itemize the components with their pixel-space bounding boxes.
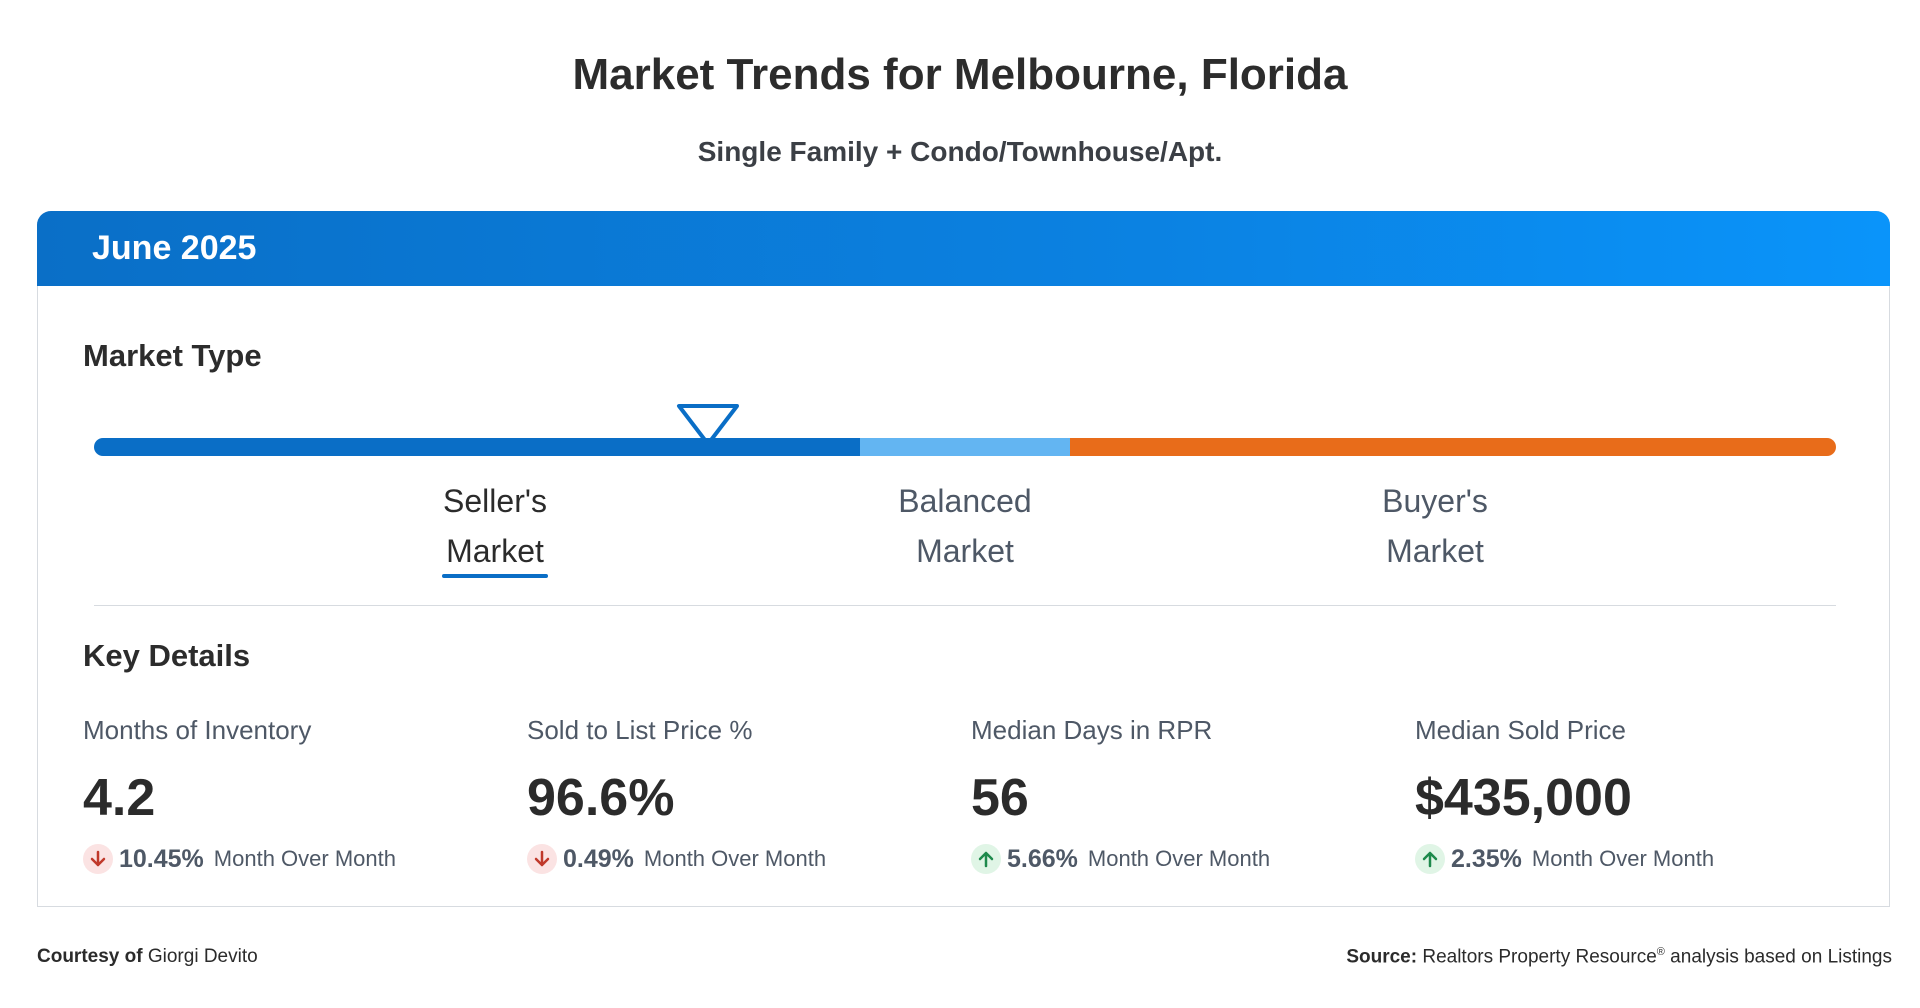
market-type-bar (94, 438, 1836, 456)
market-type-heading: Market Type (83, 338, 262, 373)
section-divider (94, 605, 1836, 606)
metric-change-text: Month Over Month (1531, 846, 1715, 871)
courtesy-label: Courtesy of (37, 946, 143, 967)
metric-label: Median Sold Price (1415, 715, 1626, 745)
metric-change: 2.35% Month Over Month (1415, 842, 1835, 876)
metric-sold-to-list-price: Sold to List Price % 96.6% 0.49% Month O… (527, 712, 947, 876)
courtesy-footer: Courtesy of Giorgi Devito (37, 946, 258, 968)
metric-change-text: Month Over Month (643, 846, 827, 871)
metric-change-percent: 5.66% (1007, 844, 1078, 873)
metric-value: 56 (971, 769, 1029, 827)
metric-label: Months of Inventory (83, 715, 312, 745)
card-header: June 2025 (37, 211, 1890, 286)
metric-median-sold-price: Median Sold Price $435,000 2.35% Month O… (1415, 712, 1835, 876)
triangle-down-icon (677, 404, 739, 446)
metric-change: 5.66% Month Over Month (971, 842, 1391, 876)
arrow-down-icon (83, 844, 113, 874)
metric-label: Sold to List Price % (527, 715, 753, 745)
metric-change-percent: 2.35% (1451, 844, 1522, 873)
courtesy-name: Giorgi Devito (147, 946, 258, 967)
buyers-market-label-line2: Market (1386, 533, 1484, 569)
registered-mark: ® (1656, 946, 1665, 958)
source-label: Source: (1346, 946, 1418, 968)
metric-change-text: Month Over Month (1087, 846, 1271, 871)
sellers-market-label-line1: Seller's (443, 483, 547, 519)
seller-market-segment (94, 438, 860, 456)
metric-change-percent: 0.49% (563, 844, 634, 873)
market-card: June 2025 Market Type Seller's Market Ba… (37, 211, 1890, 907)
sellers-market-label-line2: Market (446, 533, 544, 569)
buyers-market-label-line1: Buyer's (1382, 483, 1488, 519)
active-tab-underline (442, 574, 548, 578)
metric-value: 4.2 (83, 769, 156, 827)
metric-value: 96.6% (527, 769, 675, 827)
balanced-market-label[interactable]: Balanced Market (865, 476, 1065, 576)
page-subtitle: Single Family + Condo/Townhouse/Apt. (697, 136, 1223, 167)
metric-change-percent: 10.45% (119, 844, 204, 873)
metric-label: Median Days in RPR (971, 715, 1213, 745)
metric-change: 0.49% Month Over Month (527, 842, 947, 876)
key-details-heading: Key Details (83, 638, 251, 673)
page-title: Market Trends for Melbourne, Florida (572, 50, 1348, 99)
buyers-market-label[interactable]: Buyer's Market (1335, 476, 1535, 576)
arrow-up-icon (971, 844, 1001, 874)
arrow-up-icon (1415, 844, 1445, 874)
source-text-suffix: analysis based on Listings (1664, 946, 1892, 968)
metric-months-of-inventory: Months of Inventory 4.2 10.45% Month Ove… (83, 712, 503, 876)
metric-value: $435,000 (1415, 769, 1632, 827)
arrow-down-icon (527, 844, 557, 874)
balanced-market-segment (860, 438, 1070, 456)
metric-change-text: Month Over Month (213, 846, 396, 871)
metric-change: 10.45% Month Over Month (83, 842, 503, 876)
sellers-market-label[interactable]: Seller's Market (395, 476, 595, 576)
metric-median-days-in-rpr: Median Days in RPR 56 5.66% Month Over M… (971, 712, 1391, 876)
source-footer: Source: Realtors Property Resource® anal… (1346, 946, 1892, 968)
balanced-market-label-line2: Market (916, 533, 1014, 569)
source-text: Realtors Property Resource (1422, 946, 1657, 968)
period-label: June 2025 (92, 229, 257, 267)
buyer-market-segment (1070, 438, 1836, 456)
balanced-market-label-line1: Balanced (898, 483, 1032, 519)
